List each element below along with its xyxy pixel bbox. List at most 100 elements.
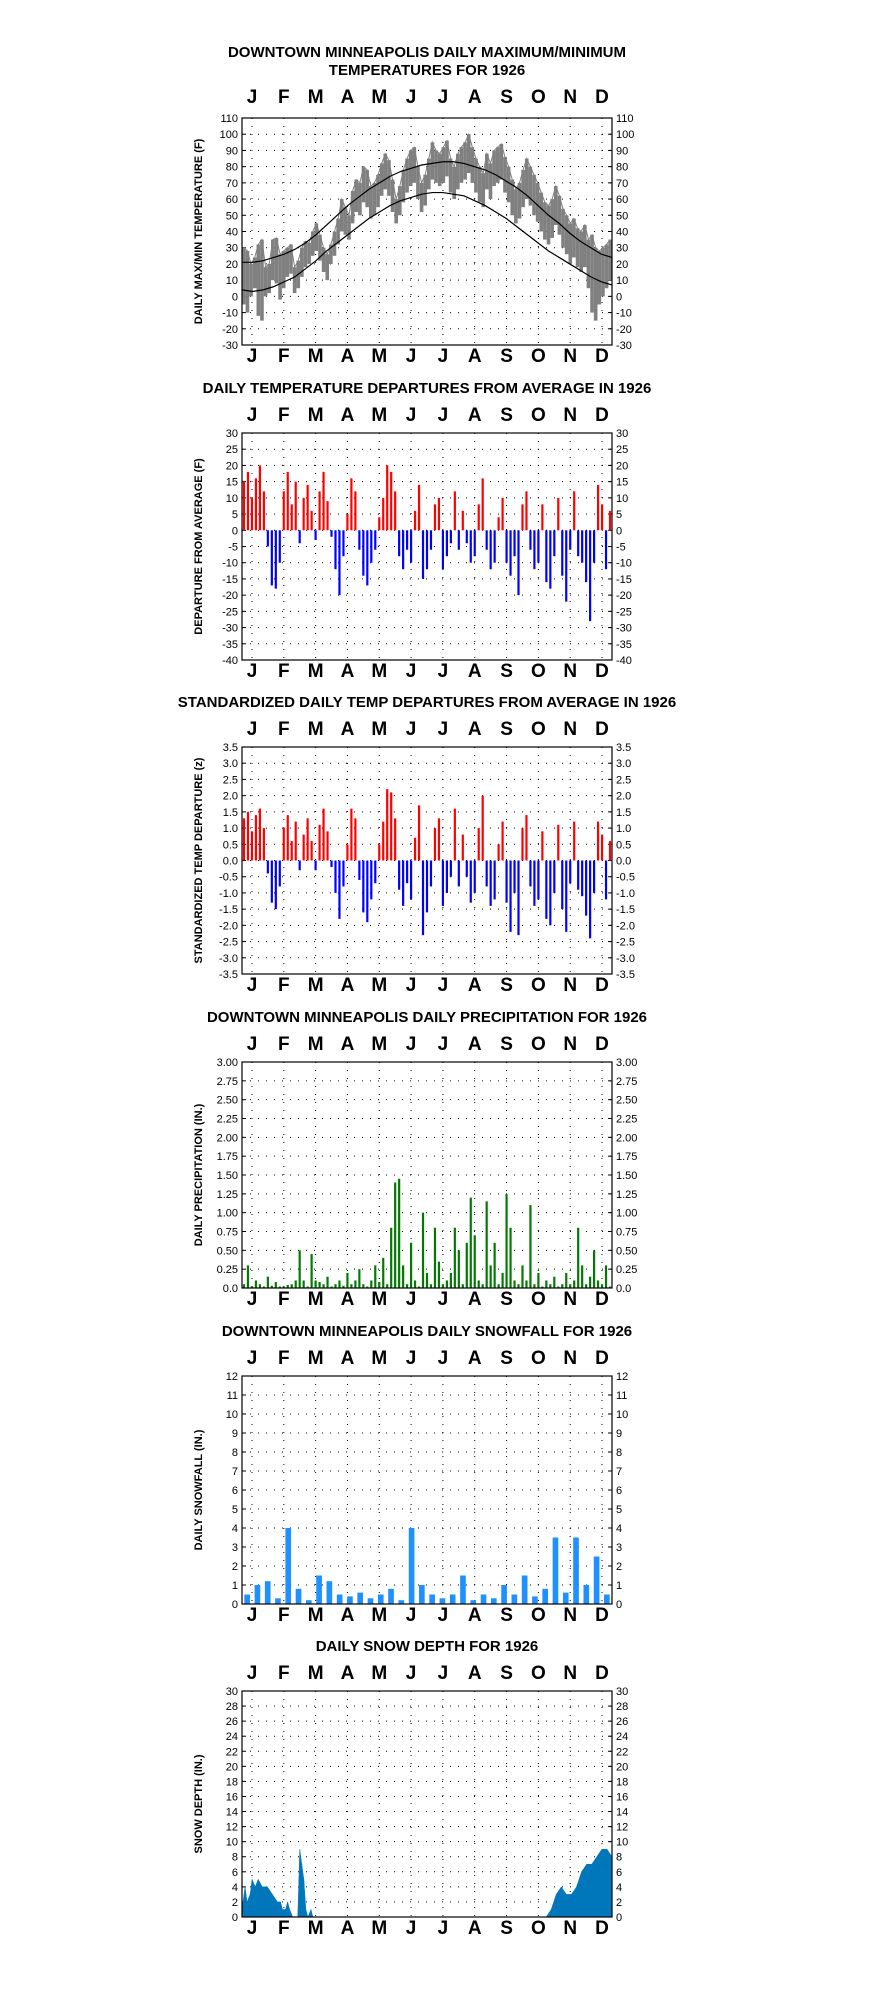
y-tick-label-right: 25 bbox=[616, 444, 628, 456]
month-label-bottom: M bbox=[371, 1918, 387, 1939]
snow-depth-segment bbox=[257, 1879, 263, 1918]
month-label-top: J bbox=[247, 1348, 258, 1369]
y-tick-label-right: -10 bbox=[616, 308, 632, 320]
y-tick-label-left: 1.75 bbox=[217, 1151, 238, 1163]
y-tick-label-left: 20 bbox=[226, 259, 238, 271]
y-tick-label-right: 12 bbox=[616, 1371, 628, 1383]
month-label-bottom: A bbox=[468, 1289, 482, 1310]
snow-depth-segment bbox=[301, 1864, 305, 1918]
y-tick-label-left: 0 bbox=[232, 291, 238, 303]
month-label-top: A bbox=[341, 87, 355, 108]
month-label-top: J bbox=[247, 87, 258, 108]
snow-depth-segment bbox=[545, 1908, 552, 1918]
y-tick-label-right: 4 bbox=[616, 1523, 622, 1535]
month-label-top: J bbox=[438, 87, 449, 108]
y-tick-label-right: 2.00 bbox=[616, 1132, 637, 1144]
month-label-top: A bbox=[468, 87, 482, 108]
snow-depth-segment bbox=[272, 1893, 278, 1918]
month-label-top: S bbox=[500, 1663, 513, 1684]
month-label-top: J bbox=[406, 405, 417, 426]
month-label-bottom: J bbox=[438, 975, 449, 996]
month-label-top: M bbox=[371, 405, 387, 426]
month-label-bottom: A bbox=[468, 661, 482, 682]
plot-frame bbox=[241, 1061, 613, 1289]
month-label-top: S bbox=[500, 719, 513, 740]
month-label-bottom: O bbox=[531, 975, 546, 996]
snow-depth-segment bbox=[262, 1886, 268, 1918]
max-temp-line bbox=[243, 132, 611, 269]
y-tick-label-right: 2.50 bbox=[616, 1095, 637, 1107]
month-label-top: J bbox=[406, 1663, 417, 1684]
month-label-top: D bbox=[595, 1663, 609, 1684]
month-label-bottom: D bbox=[595, 346, 609, 367]
y-tick-label-right: 110 bbox=[616, 113, 634, 125]
y-axis-label: DAILY PRECIPITATION (IN.) bbox=[193, 1103, 205, 1246]
y-axis-label: DEPARTURE FROM AVERAGE (F) bbox=[193, 458, 205, 635]
y-tick-label-right: 0 bbox=[616, 1599, 622, 1611]
y-tick-label-left: 24 bbox=[226, 1731, 238, 1743]
month-label-bottom: N bbox=[563, 1605, 577, 1626]
month-label-top: S bbox=[500, 1034, 513, 1055]
month-label-bottom: F bbox=[278, 346, 290, 367]
y-tick-label-left: 0.50 bbox=[217, 1245, 238, 1257]
plot-frame bbox=[241, 117, 613, 346]
y-tick-label-right: 1.25 bbox=[616, 1189, 637, 1201]
y-tick-label-right: -30 bbox=[616, 623, 632, 635]
month-label-top: N bbox=[563, 1034, 577, 1055]
y-tick-label-left: -2.5 bbox=[219, 937, 238, 949]
month-label-bottom: A bbox=[341, 346, 355, 367]
y-tick-label-right: 90 bbox=[616, 145, 628, 157]
y-tick-label-left: 4 bbox=[232, 1523, 238, 1535]
y-tick-label-right: 40 bbox=[616, 227, 628, 239]
month-label-bottom: S bbox=[500, 975, 513, 996]
month-label-bottom: S bbox=[500, 1918, 513, 1939]
month-label-bottom: M bbox=[308, 346, 324, 367]
y-tick-label-right: 7 bbox=[616, 1466, 622, 1478]
y-tick-label-left: 2.00 bbox=[217, 1132, 238, 1144]
panel-standardized: STANDARDIZED DAILY TEMP DEPARTURES FROM … bbox=[178, 694, 676, 996]
y-tick-label-left: -3.5 bbox=[219, 969, 238, 981]
y-tick-label-right: 2.5 bbox=[616, 774, 631, 786]
chart-title: DAILY TEMPERATURE DEPARTURES FROM AVERAG… bbox=[203, 380, 652, 397]
y-tick-label-right: 8 bbox=[616, 1852, 622, 1864]
y-tick-label-right: 1.50 bbox=[616, 1170, 637, 1182]
month-label-bottom: M bbox=[308, 1918, 324, 1939]
y-tick-label-left: 20 bbox=[226, 460, 238, 472]
month-label-bottom: S bbox=[500, 1289, 513, 1310]
y-tick-label-right: 1.00 bbox=[616, 1208, 637, 1220]
month-label-bottom: O bbox=[531, 661, 546, 682]
y-tick-label-right: 10 bbox=[616, 1837, 628, 1849]
snow-depth-segment bbox=[249, 1879, 253, 1918]
y-tick-label-right: -0.5 bbox=[616, 872, 635, 884]
month-label-top: N bbox=[563, 87, 577, 108]
y-tick-label-right: -35 bbox=[616, 639, 632, 651]
series bbox=[242, 1178, 612, 1288]
y-tick-label-right: 5 bbox=[616, 509, 622, 521]
y-tick-label-right: 0.25 bbox=[616, 1264, 637, 1276]
snow-depth-segment bbox=[591, 1855, 598, 1918]
y-tick-label-left: 26 bbox=[226, 1716, 238, 1728]
month-label-bottom: J bbox=[438, 661, 449, 682]
y-tick-label-left: -35 bbox=[222, 639, 238, 651]
y-tick-label-right: -3.5 bbox=[616, 969, 635, 981]
month-label-top: M bbox=[308, 87, 324, 108]
month-label-top: J bbox=[438, 1348, 449, 1369]
month-label-top: J bbox=[438, 1034, 449, 1055]
month-label-top: J bbox=[438, 719, 449, 740]
month-label-bottom: M bbox=[308, 661, 324, 682]
snow-depth-segment bbox=[307, 1909, 312, 1918]
y-tick-label-right: 4 bbox=[616, 1882, 622, 1894]
y-tick-label-right: 22 bbox=[616, 1746, 628, 1758]
month-label-top: M bbox=[308, 405, 324, 426]
y-tick-label-left: 3.5 bbox=[223, 742, 238, 754]
month-label-top: O bbox=[531, 719, 546, 740]
chart-title: DOWNTOWN MINNEAPOLIS DAILY SNOWFALL FOR … bbox=[222, 1323, 632, 1340]
month-label-top: J bbox=[438, 1663, 449, 1684]
y-tick-label-right: 0.5 bbox=[616, 839, 631, 851]
month-label-bottom: A bbox=[341, 661, 355, 682]
y-tick-label-right: -10 bbox=[616, 558, 632, 570]
y-axis-label: SNOW DEPTH (IN.) bbox=[193, 1754, 205, 1853]
y-tick-label-right: 14 bbox=[616, 1807, 628, 1819]
plot-frame bbox=[241, 1375, 613, 1605]
y-tick-label-right: 24 bbox=[616, 1731, 628, 1743]
